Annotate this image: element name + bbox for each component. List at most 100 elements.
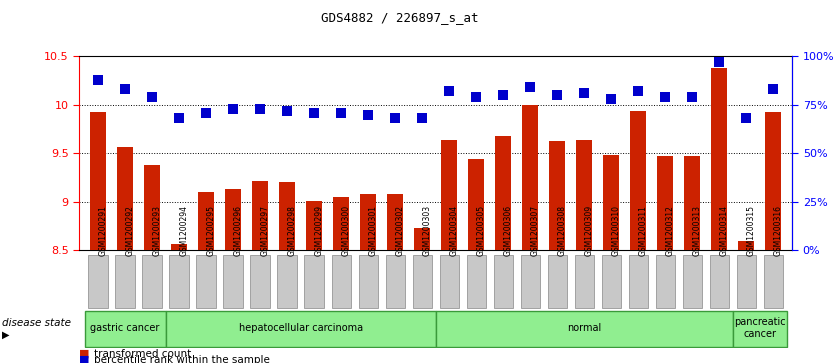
FancyBboxPatch shape xyxy=(548,255,567,308)
FancyBboxPatch shape xyxy=(736,255,756,308)
FancyBboxPatch shape xyxy=(224,255,243,308)
FancyBboxPatch shape xyxy=(710,255,729,308)
Bar xyxy=(711,68,727,250)
Text: GSM1200293: GSM1200293 xyxy=(152,205,161,256)
FancyBboxPatch shape xyxy=(84,311,166,347)
Text: GSM1200305: GSM1200305 xyxy=(476,205,485,256)
Bar xyxy=(90,111,106,250)
Bar xyxy=(387,194,404,250)
Text: GSM1200316: GSM1200316 xyxy=(773,205,782,256)
FancyBboxPatch shape xyxy=(359,255,378,308)
Text: GSM1200301: GSM1200301 xyxy=(369,205,377,256)
Text: GSM1200296: GSM1200296 xyxy=(234,205,242,256)
FancyBboxPatch shape xyxy=(764,255,783,308)
Bar xyxy=(441,140,457,250)
Bar xyxy=(360,194,376,250)
FancyBboxPatch shape xyxy=(166,311,435,347)
FancyBboxPatch shape xyxy=(88,255,108,308)
Text: GSM1200299: GSM1200299 xyxy=(314,205,324,256)
Bar xyxy=(144,165,160,250)
FancyBboxPatch shape xyxy=(304,255,324,308)
Bar xyxy=(252,180,269,250)
Text: ▶: ▶ xyxy=(2,330,9,339)
Text: GSM1200307: GSM1200307 xyxy=(530,205,540,256)
Text: disease state: disease state xyxy=(2,318,71,327)
Text: GSM1200291: GSM1200291 xyxy=(98,205,107,256)
Point xyxy=(550,92,564,98)
FancyBboxPatch shape xyxy=(115,255,135,308)
Bar xyxy=(198,192,214,250)
Text: GSM1200295: GSM1200295 xyxy=(206,205,215,256)
FancyBboxPatch shape xyxy=(435,311,733,347)
Point xyxy=(280,108,294,114)
FancyBboxPatch shape xyxy=(520,255,540,308)
Point xyxy=(173,115,186,121)
Bar xyxy=(414,228,430,250)
Text: GSM1200302: GSM1200302 xyxy=(395,205,404,256)
Text: GSM1200312: GSM1200312 xyxy=(666,205,675,256)
Bar xyxy=(631,111,646,250)
Point xyxy=(308,110,321,115)
Point xyxy=(227,106,240,111)
Text: GSM1200309: GSM1200309 xyxy=(585,205,593,256)
Point xyxy=(578,90,591,96)
FancyBboxPatch shape xyxy=(733,311,787,347)
FancyBboxPatch shape xyxy=(629,255,648,308)
FancyBboxPatch shape xyxy=(278,255,297,308)
Text: GSM1200304: GSM1200304 xyxy=(450,205,458,256)
Text: GDS4882 / 226897_s_at: GDS4882 / 226897_s_at xyxy=(321,11,479,24)
Text: GSM1200306: GSM1200306 xyxy=(503,205,512,256)
Bar xyxy=(117,147,133,250)
Bar xyxy=(468,159,485,250)
Text: ■: ■ xyxy=(79,348,90,359)
FancyBboxPatch shape xyxy=(656,255,675,308)
Point xyxy=(766,86,780,92)
Point xyxy=(145,94,158,100)
Bar xyxy=(171,244,188,250)
FancyBboxPatch shape xyxy=(494,255,513,308)
Bar xyxy=(522,105,539,250)
Bar xyxy=(225,189,241,250)
Text: GSM1200292: GSM1200292 xyxy=(125,205,134,256)
Bar xyxy=(576,140,592,250)
Point xyxy=(605,96,618,102)
Point xyxy=(415,115,429,121)
Bar xyxy=(306,201,322,250)
Text: GSM1200315: GSM1200315 xyxy=(746,205,756,256)
Text: hepatocellular carcinoma: hepatocellular carcinoma xyxy=(239,323,363,333)
FancyBboxPatch shape xyxy=(466,255,486,308)
Point xyxy=(524,85,537,90)
Text: GSM1200314: GSM1200314 xyxy=(720,205,728,256)
Bar xyxy=(766,111,781,250)
FancyBboxPatch shape xyxy=(250,255,270,308)
Point xyxy=(686,94,699,100)
Point xyxy=(470,94,483,100)
Point xyxy=(496,92,510,98)
Text: GSM1200294: GSM1200294 xyxy=(179,205,188,256)
Point xyxy=(740,115,753,121)
Point xyxy=(92,77,105,82)
Text: ■: ■ xyxy=(79,355,90,363)
Text: gastric cancer: gastric cancer xyxy=(90,323,160,333)
Text: transformed count: transformed count xyxy=(94,348,192,359)
Point xyxy=(443,88,456,94)
Bar xyxy=(603,155,620,250)
Text: GSM1200313: GSM1200313 xyxy=(692,205,701,256)
Bar xyxy=(495,136,511,250)
Bar xyxy=(279,182,295,250)
Text: GSM1200297: GSM1200297 xyxy=(260,205,269,256)
Text: GSM1200308: GSM1200308 xyxy=(557,205,566,256)
Text: GSM1200298: GSM1200298 xyxy=(287,205,296,256)
Text: GSM1200310: GSM1200310 xyxy=(611,205,620,256)
Bar xyxy=(550,141,565,250)
Point xyxy=(631,88,645,94)
FancyBboxPatch shape xyxy=(413,255,432,308)
Point xyxy=(334,110,348,115)
Bar xyxy=(333,197,349,250)
Point xyxy=(713,59,726,65)
Text: pancreatic
cancer: pancreatic cancer xyxy=(734,317,786,339)
FancyBboxPatch shape xyxy=(143,255,162,308)
Point xyxy=(118,86,132,92)
Text: GSM1200303: GSM1200303 xyxy=(422,205,431,256)
Point xyxy=(389,115,402,121)
